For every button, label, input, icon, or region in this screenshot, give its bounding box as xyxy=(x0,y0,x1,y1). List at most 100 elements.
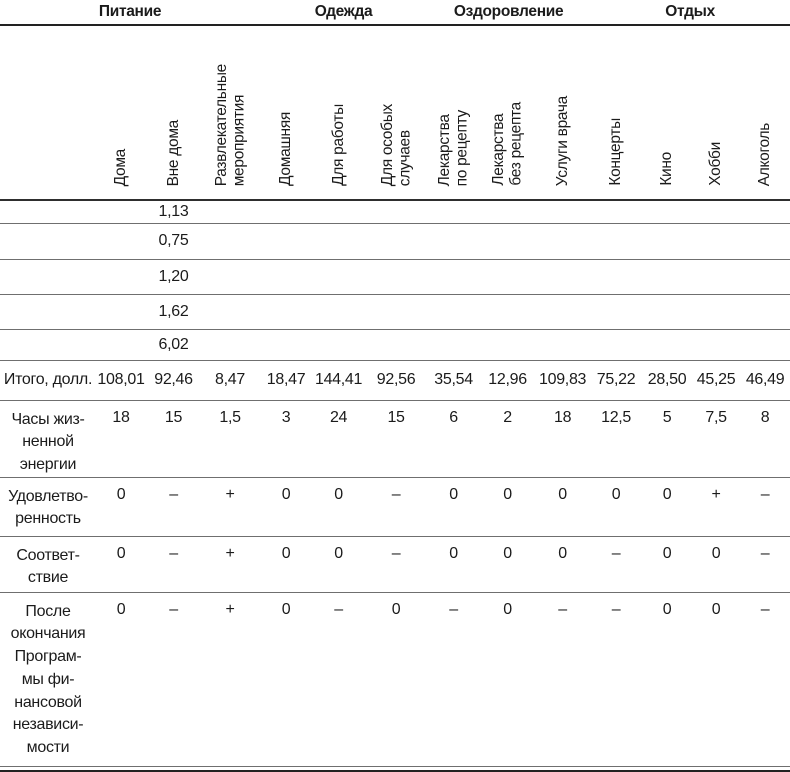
column-group-header-row: Питание Одежда Оздоровление Отдых xyxy=(0,0,790,26)
cell: – xyxy=(740,592,790,767)
cell: 1,62 xyxy=(147,294,200,330)
cell: 0 xyxy=(427,536,481,593)
table-row-life-energy-hours: Часы жиз- ненной энергии 18 15 1,5 3 24 … xyxy=(0,400,790,478)
table-row: 0,75 xyxy=(0,223,790,260)
column-header: Вне дома xyxy=(147,25,200,201)
cell xyxy=(590,259,643,295)
cell: 0 xyxy=(480,477,536,537)
row-label: Соответ- ствие xyxy=(0,536,95,593)
cell: – xyxy=(740,536,790,593)
cell xyxy=(365,223,428,260)
cell: 5 xyxy=(642,400,693,478)
row-label xyxy=(0,294,95,330)
cell: 0 xyxy=(642,536,693,593)
cell xyxy=(312,200,366,224)
cell xyxy=(260,259,313,295)
cell xyxy=(535,294,591,330)
cell: 92,56 xyxy=(365,360,428,401)
cell: 2 xyxy=(480,400,536,478)
row-label xyxy=(0,223,95,260)
cell: 0 xyxy=(692,536,741,593)
cell: 0 xyxy=(260,592,313,767)
cell xyxy=(365,329,428,361)
column-header: Алкоголь xyxy=(740,25,790,201)
column-header-label: Домашняя xyxy=(277,112,295,186)
column-header: Хобби xyxy=(692,25,741,201)
cell xyxy=(365,294,428,330)
cell: 0 xyxy=(427,477,481,537)
row-label xyxy=(0,329,95,361)
column-header: Развлекательные мероприятия xyxy=(200,25,261,201)
cell xyxy=(642,294,693,330)
column-header-row: Дома Вне дома Развлекательные мероприяти… xyxy=(0,25,790,201)
cell xyxy=(642,329,693,361)
cell: 109,83 xyxy=(535,360,591,401)
table-row: 1,62 xyxy=(0,294,790,330)
cell: – xyxy=(427,592,481,767)
column-header-label: Концерты xyxy=(607,118,625,186)
cell: 7,5 xyxy=(692,400,741,478)
column-group-food: Питание xyxy=(0,0,261,26)
cell xyxy=(590,294,643,330)
cell xyxy=(95,223,147,260)
cell: – xyxy=(312,592,366,767)
table-row: 6,02 xyxy=(0,329,790,361)
cell: + xyxy=(692,477,741,537)
cell xyxy=(312,223,366,260)
cell: 144,41 xyxy=(312,360,366,401)
cell: 1,5 xyxy=(200,400,261,478)
cell: – xyxy=(147,536,200,593)
cell: 0 xyxy=(95,477,147,537)
row-label: Итого, долл. xyxy=(0,360,95,401)
cell: 28,50 xyxy=(642,360,693,401)
cell: 0 xyxy=(480,592,536,767)
cell xyxy=(200,294,261,330)
cell: 6,02 xyxy=(147,329,200,361)
cell xyxy=(365,259,428,295)
table-row-satisfaction: Удовлетво- ренность 0 – + 0 0 – 0 0 0 0 … xyxy=(0,477,790,537)
cell xyxy=(200,259,261,295)
cell xyxy=(740,223,790,260)
cell xyxy=(642,200,693,224)
column-header: Для особых случаев xyxy=(365,25,428,201)
cell: 0,75 xyxy=(147,223,200,260)
cell: – xyxy=(535,592,591,767)
cell: 1,20 xyxy=(147,259,200,295)
column-header: Кино xyxy=(642,25,693,201)
cell xyxy=(740,329,790,361)
row-label: Удовлетво- ренность xyxy=(0,477,95,537)
cell xyxy=(692,223,741,260)
cell: 18 xyxy=(95,400,147,478)
cell xyxy=(692,294,741,330)
column-header-label: Развлекательные мероприятия xyxy=(212,63,248,186)
cell xyxy=(427,329,481,361)
column-header-label: Дома xyxy=(112,148,130,186)
table-bottom-rule xyxy=(0,769,790,772)
column-header-label: Лекарства без рецепта xyxy=(490,102,525,186)
column-header: Лекарства без рецепта xyxy=(480,25,536,201)
cell xyxy=(590,223,643,260)
cell xyxy=(312,329,366,361)
cell xyxy=(692,329,741,361)
cell: 0 xyxy=(692,592,741,767)
column-header: Концерты xyxy=(590,25,643,201)
cell xyxy=(95,294,147,330)
cell: 46,49 xyxy=(740,360,790,401)
cell: 8 xyxy=(740,400,790,478)
cell: 0 xyxy=(535,477,591,537)
table-row-alignment: Соответ- ствие 0 – + 0 0 – 0 0 0 – 0 0 – xyxy=(0,536,790,593)
cell xyxy=(260,223,313,260)
cell xyxy=(642,223,693,260)
cell xyxy=(480,294,536,330)
cell: – xyxy=(740,477,790,537)
column-header-label: Услуги врача xyxy=(553,95,571,186)
cell xyxy=(535,259,591,295)
cell xyxy=(200,329,261,361)
cell: 0 xyxy=(312,477,366,537)
cell xyxy=(740,259,790,295)
cell: 18 xyxy=(535,400,591,478)
cell: 12,96 xyxy=(480,360,536,401)
cell xyxy=(480,223,536,260)
cell: – xyxy=(590,536,643,593)
